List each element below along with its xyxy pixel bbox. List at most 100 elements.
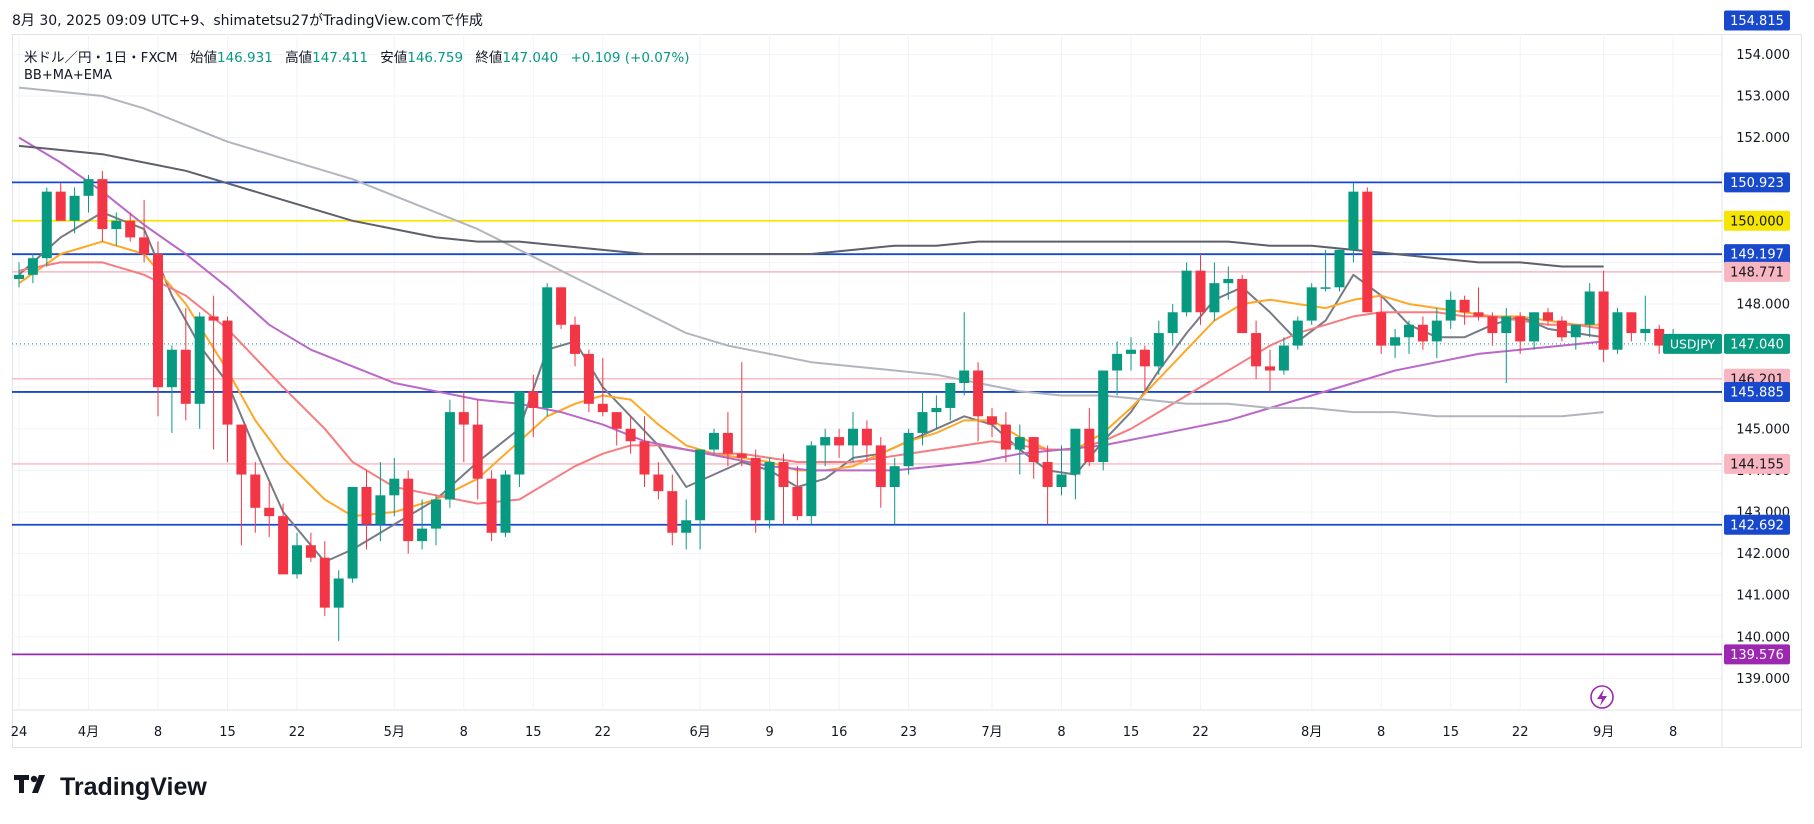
candle-body <box>1112 353 1123 371</box>
candle <box>945 383 956 421</box>
candle-body <box>361 487 372 525</box>
level-tag: 139.576 <box>1724 644 1790 665</box>
candle-body <box>1417 324 1428 342</box>
candle-body <box>1404 324 1414 338</box>
time-tick-label: 8 <box>1377 725 1385 740</box>
candle <box>55 183 66 221</box>
tradingview-brand[interactable]: TradingView <box>14 772 207 802</box>
lightning-icon[interactable] <box>1590 685 1614 709</box>
level-tag: 150.923 <box>1724 172 1790 193</box>
candle-body <box>1084 428 1095 463</box>
candle <box>1640 295 1651 342</box>
price-chart[interactable]: 139.000140.000141.000142.000143.000144.0… <box>0 0 1814 760</box>
candle-body <box>1334 249 1345 288</box>
candle <box>875 437 886 508</box>
candle <box>389 457 400 517</box>
price-tick-label: 153.000 <box>1736 89 1790 104</box>
candle <box>125 212 136 242</box>
candle-body <box>1654 328 1665 346</box>
candle-body <box>973 370 984 417</box>
candle <box>973 362 984 442</box>
candle-body <box>139 237 150 255</box>
candle <box>180 308 191 421</box>
candle <box>403 470 414 554</box>
candle <box>903 428 914 475</box>
time-tick-label: 22 <box>1192 725 1209 740</box>
candle <box>1070 428 1081 500</box>
candle-body <box>1000 424 1011 450</box>
candle-body <box>1529 312 1540 342</box>
candle-body <box>347 487 358 579</box>
candle <box>1654 324 1665 354</box>
price-tags: 150.923150.000149.197148.771146.201145.8… <box>1663 10 1790 665</box>
price-tick-label: 145.000 <box>1736 422 1790 437</box>
candle-body <box>834 437 845 446</box>
candle <box>236 424 247 546</box>
time-tick-label: 15 <box>1123 725 1140 740</box>
candle-body <box>764 462 775 521</box>
low-value: 146.759 <box>407 50 464 66</box>
candle <box>583 349 594 413</box>
price-tag-bg <box>1724 514 1790 535</box>
candle <box>1487 312 1498 346</box>
close-value: 147.040 <box>502 50 559 66</box>
price-tick-label: 142.000 <box>1736 547 1790 562</box>
candle <box>792 466 803 521</box>
time-tick-label: 23 <box>900 725 917 740</box>
candle <box>1529 312 1540 350</box>
time-tick-label: 6月 <box>689 725 710 740</box>
candle <box>681 499 692 550</box>
candle <box>736 362 747 467</box>
candle <box>208 295 219 450</box>
candle <box>1167 303 1178 346</box>
candle-body <box>945 383 956 408</box>
candle-body <box>1139 349 1150 367</box>
candle <box>111 212 122 246</box>
candle <box>1459 295 1470 325</box>
candle <box>1515 312 1526 354</box>
price-tag-bg <box>1724 261 1790 282</box>
time-tick-label: 7月 <box>981 725 1002 740</box>
candle-body <box>153 254 163 388</box>
candle-body <box>1612 312 1623 350</box>
candle <box>27 254 38 284</box>
candle <box>597 358 608 417</box>
candle <box>1334 249 1345 292</box>
candle <box>83 175 94 213</box>
candle <box>611 412 622 446</box>
symbol-legend: 米ドル／円・1日・FXCM 始値146.931 高値147.411 安値146.… <box>24 46 689 66</box>
price-tick-label: 148.000 <box>1736 297 1790 312</box>
candle-body <box>556 287 567 325</box>
candle <box>166 345 177 433</box>
candle <box>264 482 275 537</box>
candle <box>347 487 358 583</box>
candle <box>1098 370 1109 471</box>
candle-body <box>500 474 511 533</box>
candle-body <box>1153 333 1164 367</box>
candle <box>848 412 858 463</box>
candle-body <box>1570 324 1581 338</box>
level-tag: 144.155 <box>1724 453 1790 474</box>
candle-body <box>542 287 553 408</box>
candle <box>1014 424 1025 475</box>
candle <box>861 420 872 463</box>
candle-body <box>389 478 400 496</box>
candle <box>667 474 678 546</box>
candle <box>486 470 497 542</box>
candle <box>292 532 302 579</box>
symbol-tag-text: USDJPY <box>1670 336 1716 351</box>
open-label: 始値 <box>190 50 217 66</box>
candle <box>1084 407 1095 467</box>
candle-body <box>1278 345 1289 371</box>
candle-body <box>959 370 970 383</box>
brand-name: TradingView <box>60 772 207 801</box>
candle <box>1501 308 1512 383</box>
price-axis: 139.000140.000141.000142.000143.000144.0… <box>1736 48 1790 687</box>
price-tick-label: 139.000 <box>1736 672 1790 687</box>
tradingview-logo-icon <box>14 772 52 802</box>
indicator-legend[interactable]: BB+MA+EMA <box>24 68 113 83</box>
candle <box>1404 320 1414 354</box>
candle-body <box>597 403 608 413</box>
candle <box>1431 308 1442 359</box>
price-tag-bg <box>1724 10 1790 31</box>
